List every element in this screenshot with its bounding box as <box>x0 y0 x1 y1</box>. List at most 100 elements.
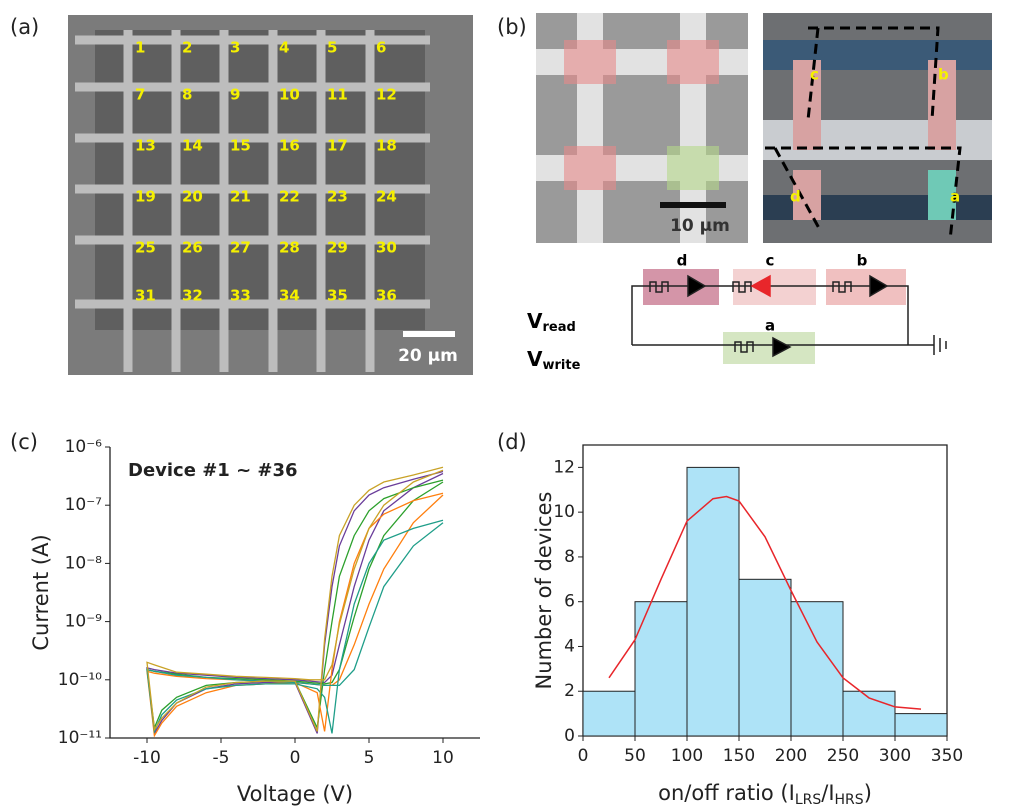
y-tick-label: 4 <box>564 636 575 656</box>
y-tick-label: 10⁻⁷ <box>65 495 103 515</box>
x-tick-label: 5 <box>364 748 375 768</box>
x-tick-label: -10 <box>133 748 161 768</box>
iv-curve <box>146 519 444 734</box>
x-label-part: ) <box>864 781 872 805</box>
photo-label: d <box>790 188 801 206</box>
panel-label: (c) <box>10 430 38 454</box>
device-number: 15 <box>230 137 251 155</box>
y-tick-label: 12 <box>553 457 575 477</box>
device-number: 32 <box>182 287 203 305</box>
v-write-label: Vwrite <box>527 347 581 373</box>
bar <box>738 578 792 737</box>
bar <box>686 466 740 737</box>
y-tick-label: 8 <box>564 547 575 567</box>
x-tick-label: 300 <box>879 746 911 766</box>
device-number: 19 <box>135 188 156 206</box>
device-number: 14 <box>182 137 203 155</box>
y-tick-label: 10⁻⁹ <box>65 612 103 632</box>
device-number: 34 <box>279 287 300 305</box>
cell-label: d <box>677 252 688 270</box>
x-tick-label: 50 <box>624 746 646 766</box>
device-number: 29 <box>327 239 348 257</box>
x-tick-label: 0 <box>290 748 301 768</box>
x-label-part: on/off ratio (I <box>658 781 795 805</box>
v-read-label: Vread <box>527 309 576 335</box>
device-number: 4 <box>279 39 289 57</box>
cell-label: a <box>765 317 775 335</box>
x-axis-label: on/off ratio (ILRS/IHRS) <box>658 781 872 808</box>
bar <box>634 601 688 737</box>
device-number: 18 <box>376 137 397 155</box>
device-number: 33 <box>230 287 251 305</box>
device-number: 36 <box>376 287 397 305</box>
circuit <box>631 269 947 364</box>
device-number: 11 <box>327 86 348 104</box>
iv-curve <box>146 492 444 738</box>
device-number: 2 <box>182 39 192 57</box>
y-axis-label: Number of devices <box>532 492 556 690</box>
device-number: 24 <box>376 188 397 206</box>
y-axis-label: Current (A) <box>29 534 53 650</box>
device-number: 16 <box>279 137 300 155</box>
v-sub: write <box>542 358 580 373</box>
photo-image <box>763 13 992 243</box>
device-number: 26 <box>182 239 203 257</box>
x-tick-label: 200 <box>775 746 807 766</box>
device-number: 5 <box>327 39 337 57</box>
device-number: 28 <box>279 239 300 257</box>
iv-curve <box>146 466 444 732</box>
cell-label: b <box>857 252 868 270</box>
device-number: 8 <box>182 86 192 104</box>
x-tick-label: -5 <box>213 748 230 768</box>
sem-zoom-image <box>536 13 748 243</box>
device-number: 9 <box>230 86 240 104</box>
v-main: V <box>527 347 543 371</box>
bar <box>790 601 844 737</box>
bar <box>894 713 948 737</box>
device-number: 27 <box>230 239 251 257</box>
device-number: 12 <box>376 86 397 104</box>
device-number: 25 <box>135 239 156 257</box>
panel-label: (a) <box>10 15 39 39</box>
panel-label: (b) <box>497 15 527 39</box>
x-axis-label: Voltage (V) <box>237 782 353 806</box>
scale-bar-label: 10 µm <box>670 216 730 236</box>
y-tick-label: 10⁻⁸ <box>65 553 103 573</box>
v-main: V <box>527 309 543 333</box>
scale-bar-label: 20 µm <box>398 346 458 366</box>
y-tick-label: 10⁻¹¹ <box>58 728 102 748</box>
y-tick-label: 2 <box>564 681 575 701</box>
device-number: 23 <box>327 188 348 206</box>
photo-label: c <box>810 66 819 84</box>
x-tick-label: 100 <box>671 746 703 766</box>
x-label-part: /I <box>821 781 834 805</box>
axis <box>109 447 480 739</box>
device-number: 1 <box>135 39 145 57</box>
x-tick-label: 0 <box>578 746 589 766</box>
bar <box>582 690 636 737</box>
iv-curve <box>146 479 444 731</box>
device-number: 30 <box>376 239 397 257</box>
v-sub: read <box>542 320 575 335</box>
device-number: 31 <box>135 287 156 305</box>
x-tick-label: 250 <box>827 746 859 766</box>
x-label-part: HRS <box>835 792 864 808</box>
y-tick-label: 6 <box>564 592 575 612</box>
sem-image <box>68 15 473 375</box>
y-tick-label: 0 <box>564 726 575 746</box>
chart-title: Device #1 ~ #36 <box>128 460 298 481</box>
x-tick-label: 10 <box>432 748 454 768</box>
device-number: 7 <box>135 86 145 104</box>
device-number: 17 <box>327 137 348 155</box>
x-tick-label: 150 <box>723 746 755 766</box>
fit-curve <box>608 495 922 710</box>
cell-label: c <box>766 252 775 270</box>
x-label-part: LRS <box>795 792 822 808</box>
photo-label: a <box>950 188 960 206</box>
device-number: 3 <box>230 39 240 57</box>
x-tick-label: 350 <box>931 746 963 766</box>
panel-label: (d) <box>497 430 527 454</box>
photo-label: b <box>938 66 949 84</box>
device-number: 22 <box>279 188 300 206</box>
